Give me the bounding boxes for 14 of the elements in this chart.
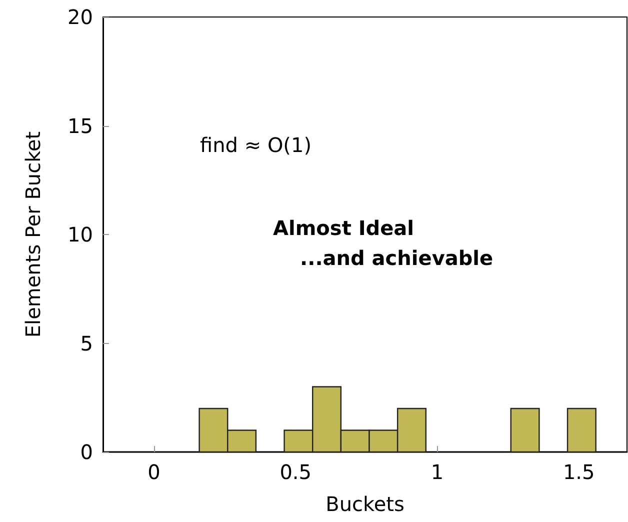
y-tick-label: 0: [80, 440, 93, 464]
y-tick-label: 20: [68, 5, 93, 29]
annotation: find ≈ O(1): [200, 133, 312, 157]
y-tick-label: 15: [68, 114, 93, 138]
annotation: ...and achievable: [300, 246, 494, 270]
x-tick-label: 0.5: [280, 460, 312, 484]
x-tick-label: 1.5: [562, 460, 595, 484]
x-tick-label: 0: [148, 460, 160, 484]
y-tick-label: 5: [80, 331, 93, 356]
y-axis-title: Elements Per Bucket: [21, 131, 45, 338]
annotation: Almost Ideal: [273, 216, 414, 240]
x-tick-label: 1: [430, 460, 444, 484]
y-tick-label: 10: [68, 222, 93, 246]
x-axis-title: Buckets: [326, 492, 404, 516]
